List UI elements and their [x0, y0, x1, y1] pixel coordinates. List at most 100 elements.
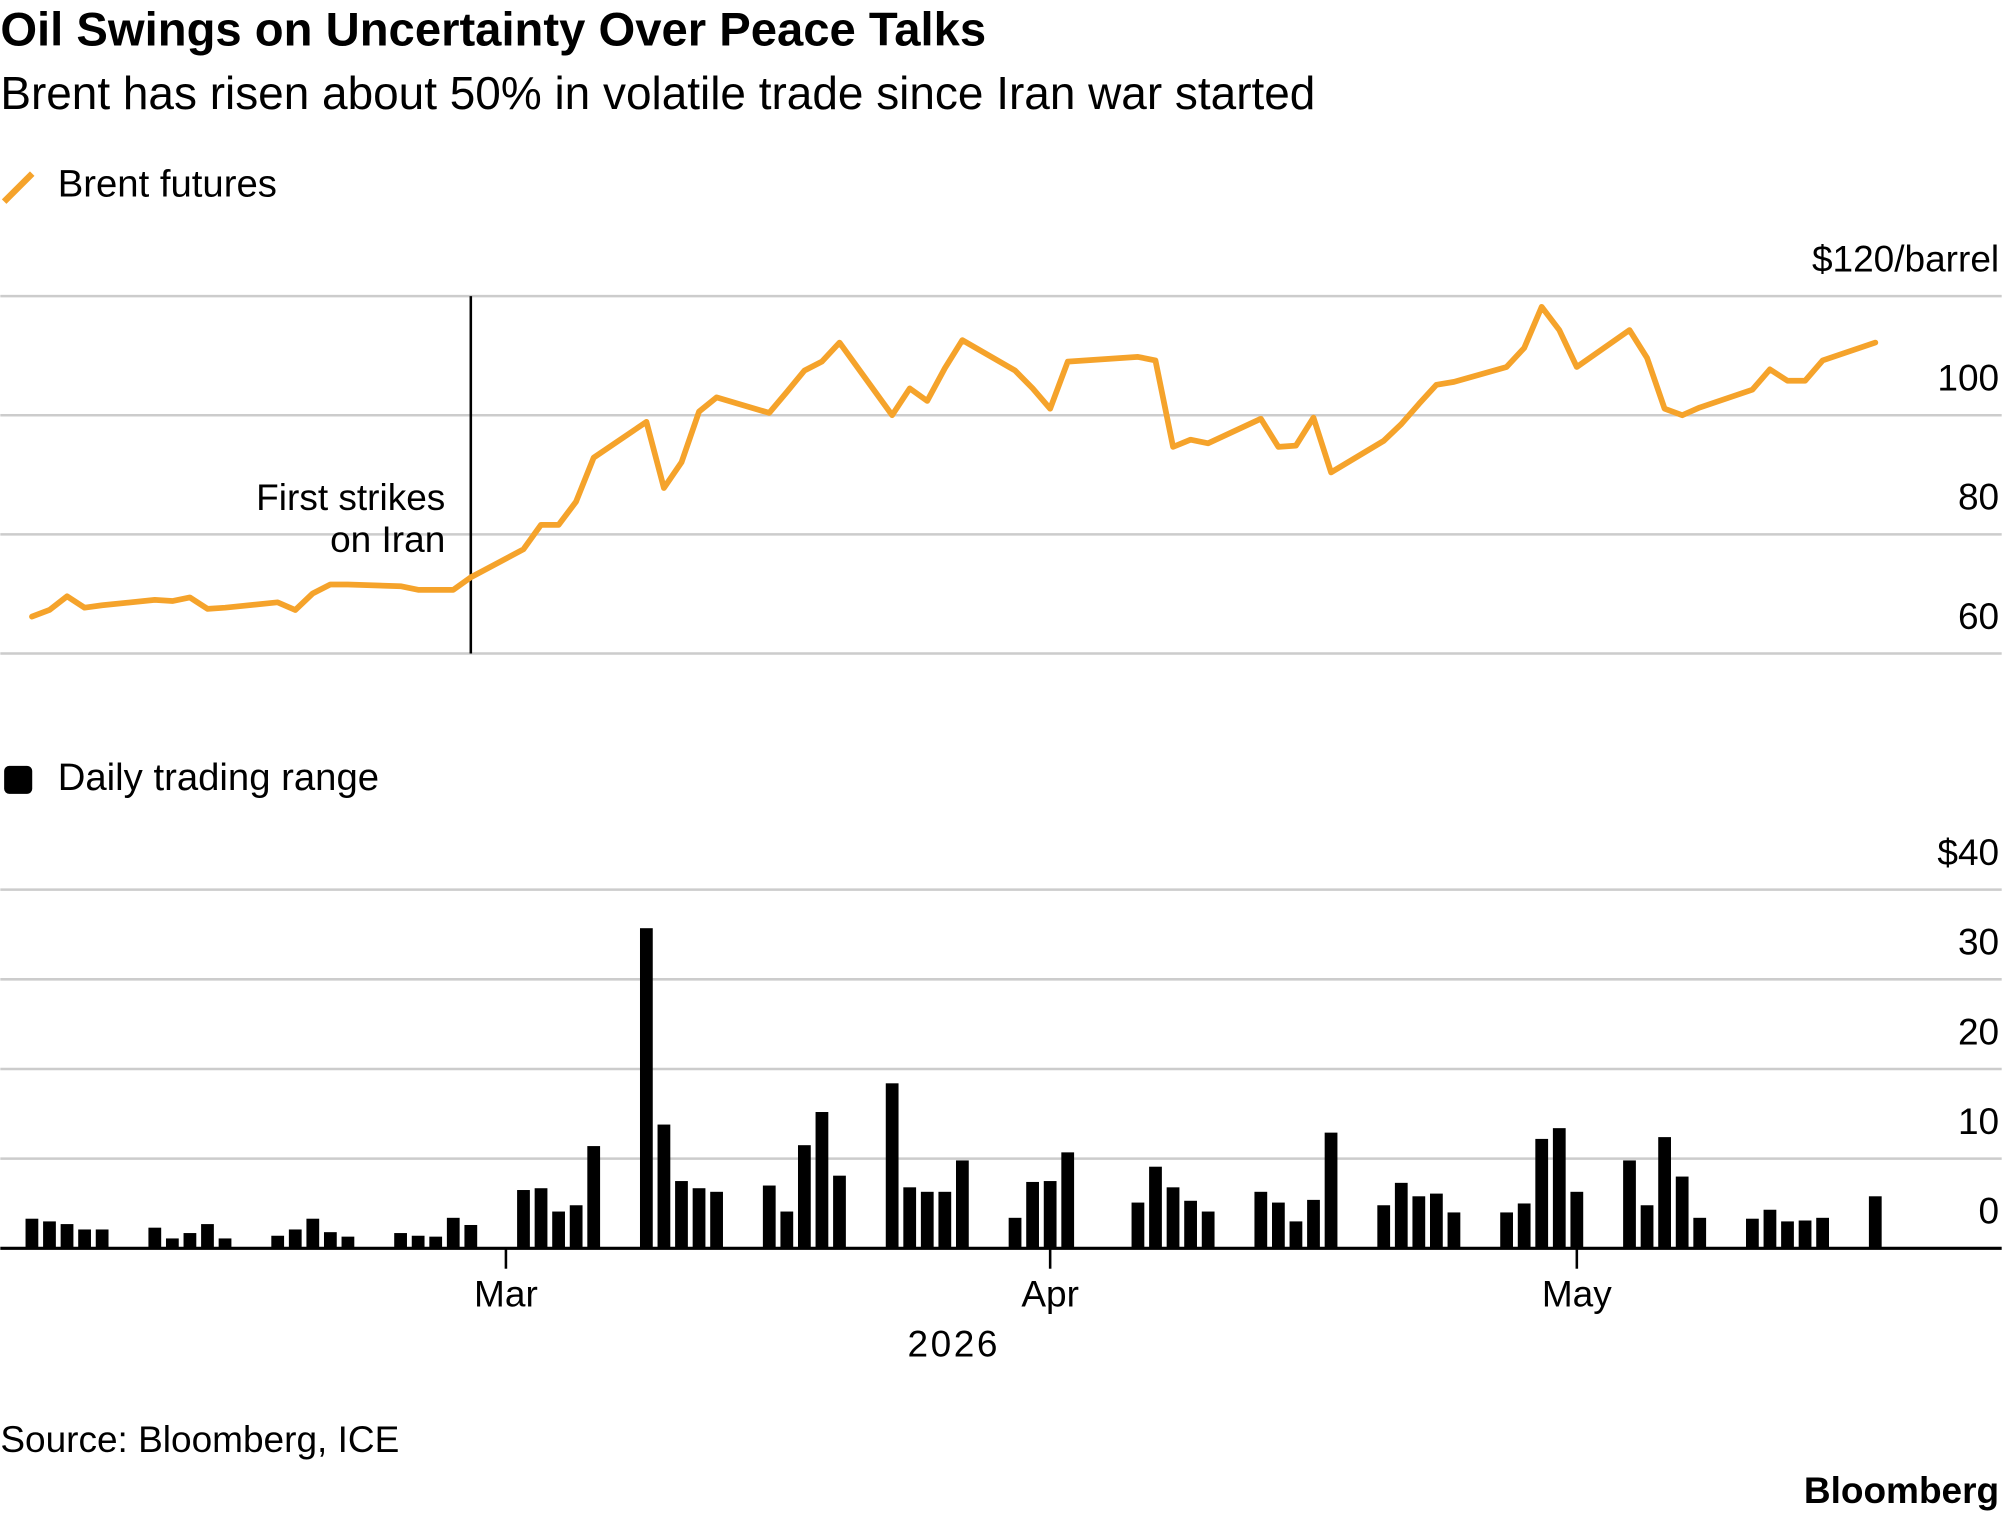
bar — [78, 1229, 91, 1249]
bar — [1623, 1160, 1636, 1249]
y-tick-label: $40 — [1937, 831, 1999, 873]
bar — [1430, 1193, 1443, 1249]
bar — [1763, 1209, 1777, 1249]
y-tick-label: 10 — [1958, 1100, 1999, 1142]
bar — [323, 1232, 337, 1249]
bar — [1517, 1203, 1531, 1249]
annotation-text: First strikes — [256, 476, 445, 518]
bar — [1307, 1199, 1320, 1249]
bar — [885, 1083, 899, 1249]
bar — [1043, 1181, 1057, 1249]
bar — [1377, 1205, 1391, 1249]
bar — [429, 1236, 443, 1249]
bar — [675, 1181, 688, 1249]
legend-label: Brent futures — [58, 162, 277, 205]
bar — [1184, 1200, 1197, 1249]
line-series — [29, 303, 1879, 620]
bar — [1675, 1176, 1689, 1249]
bar — [657, 1124, 671, 1249]
annotation-text: on Iran — [330, 518, 445, 560]
bar — [306, 1218, 320, 1249]
bar — [1640, 1205, 1654, 1249]
bar — [639, 928, 653, 1249]
bar — [1570, 1191, 1584, 1249]
bar — [25, 1218, 39, 1249]
bar — [903, 1187, 917, 1249]
bar — [43, 1221, 56, 1249]
bar — [183, 1233, 197, 1249]
bar — [692, 1188, 706, 1249]
bar — [1447, 1212, 1461, 1249]
x-tick-label: May — [1542, 1273, 1612, 1315]
bar — [1412, 1196, 1426, 1249]
y-tick-label: 100 — [1937, 357, 1999, 399]
bar — [201, 1224, 214, 1249]
legend-label: Daily trading range — [58, 756, 379, 799]
bar — [534, 1188, 548, 1249]
y-tick-label: 30 — [1958, 921, 1999, 963]
bar — [1658, 1137, 1671, 1249]
bar — [1272, 1202, 1285, 1249]
bar — [1693, 1217, 1707, 1249]
bar — [797, 1145, 811, 1249]
bar — [60, 1224, 74, 1249]
bar — [95, 1229, 109, 1249]
bar — [938, 1191, 952, 1249]
bar — [1535, 1138, 1549, 1249]
bar — [587, 1146, 601, 1249]
bar — [1026, 1181, 1039, 1249]
bar — [780, 1211, 794, 1249]
bar — [569, 1205, 583, 1249]
y-tick-label: 80 — [1958, 476, 1999, 518]
bar — [552, 1211, 565, 1249]
brand: Bloomberg — [1804, 1469, 1999, 1511]
bar — [710, 1191, 723, 1249]
x-axis-label: 2026 — [908, 1322, 1001, 1364]
bar — [1816, 1217, 1829, 1249]
legend-swatch — [1, 171, 35, 204]
bar — [271, 1235, 285, 1249]
bar — [1008, 1217, 1022, 1249]
bar — [288, 1229, 302, 1249]
bar — [1781, 1221, 1794, 1249]
bar — [955, 1160, 969, 1249]
bar — [1324, 1132, 1338, 1249]
y-tick-label: 20 — [1958, 1010, 1999, 1052]
y-tick-label: 60 — [1958, 595, 1999, 637]
bar — [446, 1217, 460, 1249]
y-tick-label: 0 — [1979, 1190, 2000, 1232]
bar — [1500, 1212, 1513, 1249]
bar — [762, 1185, 776, 1249]
bar — [1394, 1182, 1408, 1249]
bar — [1552, 1128, 1566, 1249]
chart-subtitle: Brent has risen about 50% in volatile tr… — [0, 67, 1315, 119]
x-tick-label: Apr — [1021, 1273, 1079, 1315]
bar — [1254, 1191, 1268, 1249]
bar — [920, 1191, 934, 1249]
bar — [1289, 1221, 1303, 1249]
bar — [394, 1233, 407, 1249]
y-tick-label: $120/barrel — [1812, 237, 1999, 279]
bar — [411, 1235, 425, 1249]
chart-title: Oil Swings on Uncertainty Over Peace Tal… — [0, 4, 986, 57]
bar — [833, 1175, 846, 1249]
bar — [148, 1227, 162, 1249]
bar — [1149, 1166, 1162, 1249]
bar — [341, 1236, 355, 1249]
legend-swatch — [4, 765, 33, 794]
bar — [1166, 1187, 1180, 1249]
bar — [1201, 1211, 1215, 1249]
bar — [218, 1238, 232, 1249]
bar — [1798, 1220, 1812, 1249]
bar — [165, 1238, 179, 1249]
bar — [1061, 1152, 1075, 1249]
bar — [464, 1224, 478, 1249]
bar — [815, 1112, 829, 1249]
bar — [1746, 1218, 1759, 1249]
source: Source: Bloomberg, ICE — [0, 1418, 399, 1460]
bar — [1868, 1196, 1882, 1249]
bar — [1131, 1202, 1145, 1249]
x-tick-label: Mar — [474, 1273, 538, 1315]
